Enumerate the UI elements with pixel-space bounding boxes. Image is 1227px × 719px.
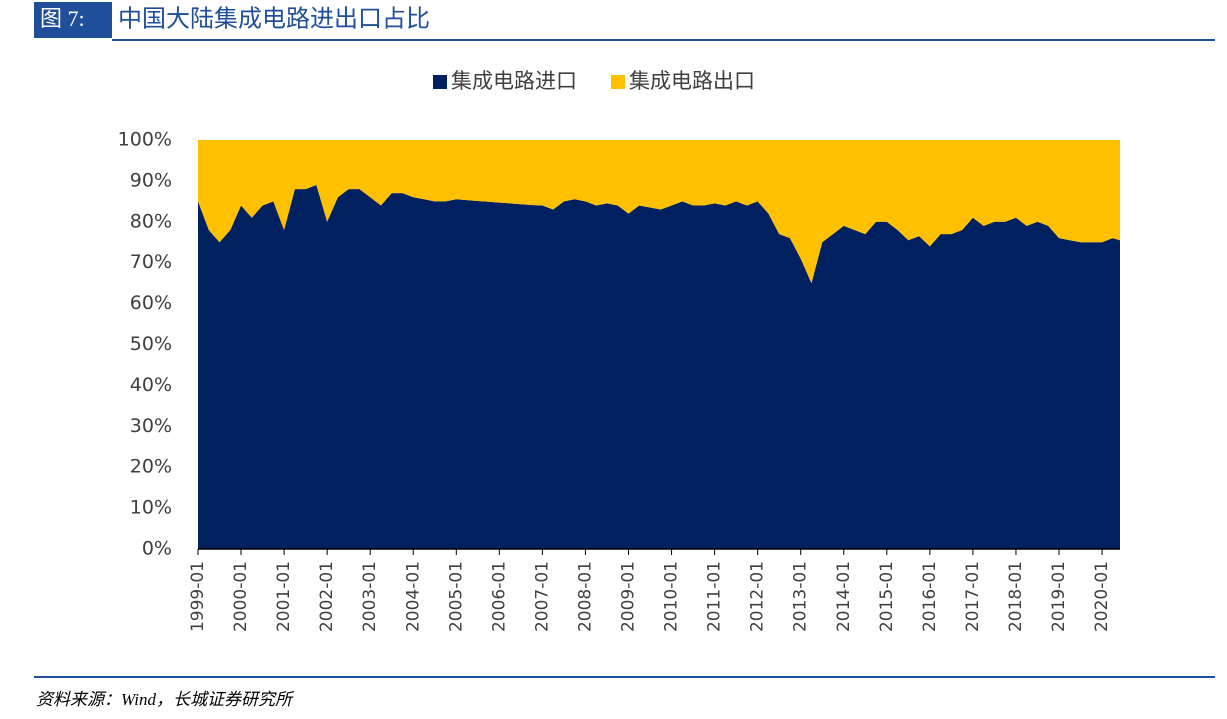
x-tick-label: 2008-01 — [575, 561, 595, 632]
x-tick-label: 2007-01 — [532, 561, 552, 632]
x-tick-label: 2015-01 — [877, 561, 897, 632]
y-tick-label: 0% — [142, 538, 172, 560]
x-tick-label: 2000-01 — [231, 561, 251, 632]
x-tick-label: 2001-01 — [274, 561, 294, 632]
x-tick-label: 2012-01 — [748, 561, 768, 632]
area — [198, 140, 1120, 284]
x-tick-label: 2014-01 — [834, 561, 854, 632]
x-tick-label: 2002-01 — [317, 561, 337, 632]
x-tick-label: 2004-01 — [403, 561, 423, 632]
x-tick-label: 2006-01 — [489, 561, 509, 632]
header-title: 中国大陆集成电路进出口占比 — [118, 6, 430, 33]
legend-label: 集成电路出口 — [629, 69, 755, 93]
y-tick-label: 30% — [130, 415, 172, 437]
legend-swatch — [433, 75, 447, 89]
y-tick-label: 80% — [130, 210, 172, 232]
y-tick-label: 70% — [130, 251, 172, 273]
x-tick-label: 2016-01 — [920, 561, 940, 632]
x-tick-label: 2010-01 — [662, 561, 682, 632]
legend-swatch — [611, 75, 625, 89]
y-tick-label: 50% — [130, 333, 172, 355]
y-tick-label: 90% — [130, 169, 172, 191]
x-tick-label: 2020-01 — [1092, 561, 1112, 632]
x-tick-label: 2009-01 — [619, 561, 639, 632]
header-badge — [34, 2, 112, 38]
x-tick-label: 2017-01 — [963, 561, 983, 632]
header-label: 图 7: — [40, 6, 85, 31]
area — [198, 184, 1120, 550]
y-tick-label: 60% — [130, 292, 172, 314]
x-tick-label: 2011-01 — [705, 561, 725, 632]
x-tick-label: 2013-01 — [791, 561, 811, 632]
x-tick-label: 2005-01 — [446, 561, 466, 632]
legend-label: 集成电路进口 — [451, 69, 577, 93]
x-tick-label: 2003-01 — [360, 561, 380, 632]
x-tick-label: 2018-01 — [1006, 561, 1026, 632]
source: 资料来源：Wind，长城证券研究所 — [36, 690, 295, 709]
y-tick-label: 20% — [130, 456, 172, 478]
y-tick-label: 10% — [130, 497, 172, 519]
x-tick-label: 2019-01 — [1049, 561, 1069, 632]
x-tick-label: 1999-01 — [188, 561, 208, 632]
y-tick-label: 100% — [118, 129, 172, 151]
y-tick-label: 40% — [130, 374, 172, 396]
